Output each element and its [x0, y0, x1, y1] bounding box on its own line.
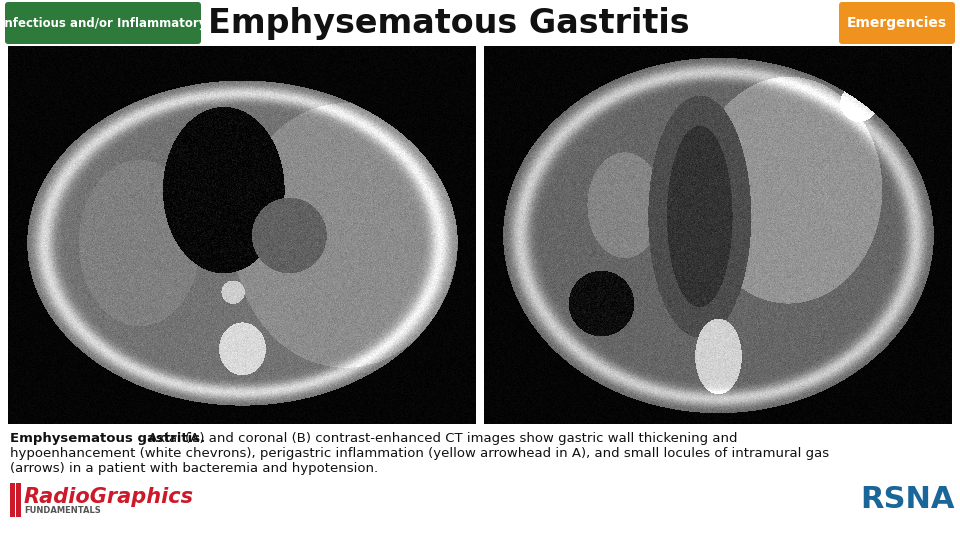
Bar	[10, 483, 15, 517]
Text: RadioGraphics: RadioGraphics	[24, 487, 194, 507]
FancyBboxPatch shape	[5, 2, 201, 44]
Text: B: B	[490, 399, 505, 418]
Text: Infectious and/or Inflammatory: Infectious and/or Inflammatory	[0, 17, 206, 30]
Text: Emphysematous gastritis.: Emphysematous gastritis.	[10, 432, 205, 445]
Text: (arrows) in a patient with bacteremia and hypotension.: (arrows) in a patient with bacteremia an…	[10, 462, 378, 475]
Text: FUNDAMENTALS: FUNDAMENTALS	[24, 505, 101, 515]
Text: ❯: ❯	[783, 232, 803, 254]
Text: A: A	[14, 399, 29, 418]
Text: Emphysematous Gastritis: Emphysematous Gastritis	[208, 6, 689, 39]
Text: ❮: ❮	[336, 164, 354, 186]
Text: ❮: ❮	[816, 167, 835, 190]
Text: RSNA: RSNA	[860, 485, 955, 515]
Text: Emergencies: Emergencies	[847, 16, 948, 30]
Text: hypoenhancement (white chevrons), perigastric inflammation (yellow arrowhead in : hypoenhancement (white chevrons), periga…	[10, 447, 829, 460]
Bar	[16, 483, 21, 517]
FancyBboxPatch shape	[839, 2, 955, 44]
Text: Axial (A) and coronal (B) contrast-enhanced CT images show gastric wall thickeni: Axial (A) and coronal (B) contrast-enhan…	[144, 432, 738, 445]
